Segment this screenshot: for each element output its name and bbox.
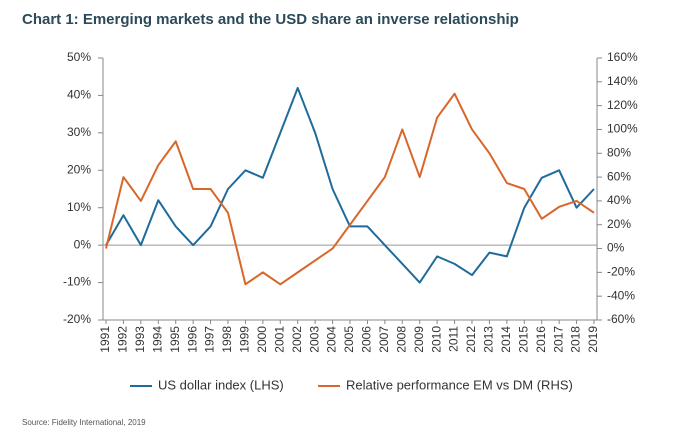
x-tick-label: 1991 — [98, 326, 112, 353]
y2-tick-label: 20% — [607, 217, 631, 231]
x-tick-label: 2012 — [464, 326, 478, 353]
y2-tick-label: 80% — [607, 145, 631, 159]
x-tick-label: 2013 — [482, 326, 496, 353]
x-tick-label: 2015 — [516, 326, 530, 353]
y2-tick-label: -60% — [607, 312, 635, 326]
x-tick-label: 2008 — [394, 326, 408, 353]
x-tick-label: 2006 — [360, 326, 374, 353]
legend-label: US dollar index (LHS) — [158, 377, 284, 392]
y-tick-label: 0% — [74, 237, 92, 251]
x-tick-label: 1997 — [203, 326, 217, 353]
chart-title: Chart 1: Emerging markets and the USD sh… — [22, 11, 519, 28]
y-tick-label: 10% — [67, 200, 91, 214]
x-tick-label: 2003 — [307, 326, 321, 353]
series-line — [105, 86, 595, 284]
x-tick-label: 1999 — [238, 326, 252, 353]
y2-tick-label: 60% — [607, 169, 631, 183]
y-tick-label: 40% — [67, 88, 91, 102]
x-tick-label: 2009 — [412, 326, 426, 353]
x-tick-label: 2017 — [551, 326, 565, 353]
y-tick-label: 30% — [67, 125, 91, 139]
x-tick-label: 2011 — [447, 326, 461, 352]
x-tick-label: 2005 — [342, 326, 356, 353]
series-line — [105, 92, 595, 286]
x-tick-label: 2000 — [255, 326, 269, 353]
y2-tick-label: 120% — [607, 98, 638, 112]
x-tick-label: 1994 — [150, 326, 164, 353]
y-tick-label: -10% — [63, 275, 91, 289]
y2-tick-label: 40% — [607, 193, 631, 207]
x-tick-label: 2019 — [586, 326, 600, 353]
x-tick-label: 2014 — [499, 326, 513, 353]
y-tick-label: 20% — [67, 162, 91, 176]
source: Source: Fidelity International, 2019 — [22, 418, 146, 427]
y2-tick-label: 140% — [607, 74, 638, 88]
x-tick-label: 2004 — [325, 326, 339, 353]
x-tick-label: 1998 — [220, 326, 234, 353]
y-tick-label: 50% — [67, 50, 91, 64]
y2-tick-label: -40% — [607, 288, 635, 302]
x-tick-label: 2010 — [429, 326, 443, 353]
x-tick-label: 2018 — [569, 326, 583, 353]
y-tick-label: -20% — [63, 312, 91, 326]
y2-tick-label: -20% — [607, 265, 635, 279]
x-tick-label: 2001 — [272, 326, 286, 353]
x-tick-label: 2007 — [377, 326, 391, 353]
x-tick-label: 1995 — [168, 326, 182, 353]
x-tick-label: 1993 — [133, 326, 147, 353]
x-tick-label: 1992 — [116, 326, 130, 353]
x-tick-label: 2016 — [534, 326, 548, 353]
x-tick-label: 2002 — [290, 326, 304, 353]
x-tick-label: 1996 — [185, 326, 199, 353]
y2-tick-label: 100% — [607, 122, 638, 136]
legend-label: Relative performance EM vs DM (RHS) — [346, 377, 573, 392]
y2-tick-label: 160% — [607, 50, 638, 64]
y2-tick-label: 0% — [607, 241, 625, 255]
